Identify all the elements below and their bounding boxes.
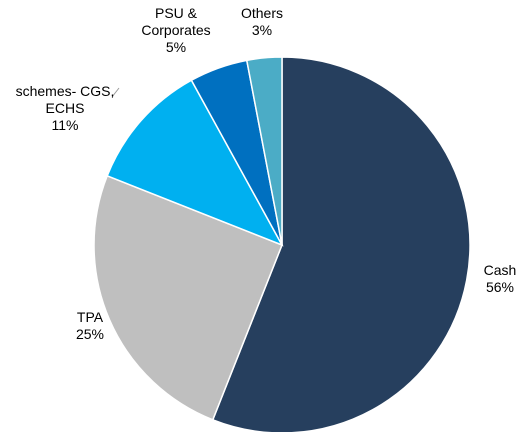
leader-line (111, 87, 120, 98)
pie-slice (106, 79, 284, 247)
label-line: Others (241, 5, 283, 21)
label-line: PSU & (155, 5, 198, 21)
pie-slice (211, 56, 471, 432)
pie-slice (93, 174, 283, 421)
slice-label: PSU & Corporates (141, 5, 210, 38)
pie-slice (245, 56, 283, 246)
label-line: TPA (77, 309, 104, 325)
label-line: schemes- CGS, (16, 83, 115, 99)
value-label: 56% (486, 279, 514, 295)
slice-label: Others (241, 5, 283, 21)
value-label: 25% (76, 326, 104, 342)
value-label: 5% (166, 39, 186, 55)
label-line: Cash (484, 262, 517, 278)
label-line: Corporates (141, 22, 210, 38)
slice-label: schemes- CGS, ECHS (16, 83, 115, 116)
slice-label: Cash (484, 262, 517, 278)
value-label: 11% (52, 117, 79, 133)
value-label: 3% (252, 22, 272, 38)
label-line: ECHS (46, 100, 85, 116)
slice-label: TPA (77, 309, 104, 325)
